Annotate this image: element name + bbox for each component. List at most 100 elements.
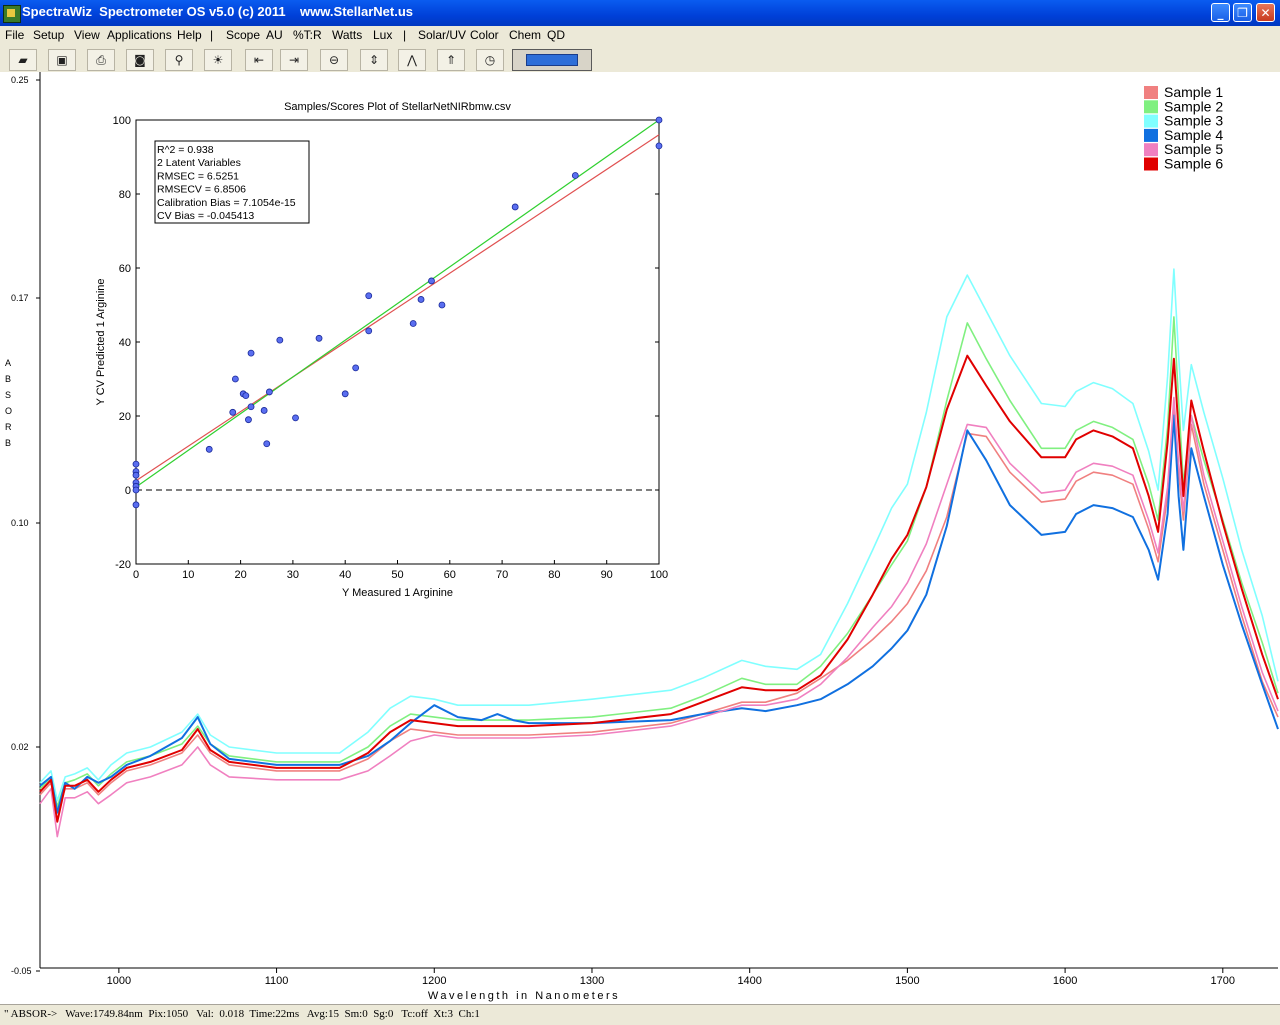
scatter-y-tick-label: 80 [119, 189, 131, 201]
menu-help[interactable]: Help [177, 28, 202, 42]
scatter-x-tick-label: 10 [182, 569, 194, 581]
scatter-x-tick-label: 90 [601, 569, 613, 581]
scatter-point [352, 364, 360, 372]
bulb-button[interactable]: ☀ [204, 49, 232, 71]
legend-swatch [1144, 100, 1158, 114]
menu-color[interactable]: Color [470, 28, 499, 42]
scatter-x-tick-label: 70 [496, 569, 508, 581]
legend-swatch [1144, 157, 1158, 171]
autoscale-button[interactable]: ⇕ [360, 49, 388, 71]
x-tick-label: 1300 [580, 975, 604, 987]
stats-line: CV Bias = -0.045413 [157, 210, 254, 222]
spectrum-line-3 [39, 268, 1279, 802]
y-tick-label: 0.10 [11, 518, 29, 528]
scatter-x-tick-label: 60 [444, 569, 456, 581]
spectrum-line-6 [39, 354, 1279, 823]
scatter-x-tick-label: 20 [234, 569, 246, 581]
scatter-point [231, 375, 239, 383]
menu-chem[interactable]: Chem [509, 28, 542, 42]
menu-bar: File Setup View Applications Help | Scope AU %T:… [0, 26, 1280, 47]
peak-button[interactable]: ⋀ [398, 49, 426, 71]
scatter-point [365, 292, 373, 300]
menu-solar-uv[interactable]: Solar/UV [418, 28, 467, 42]
scatter-point [428, 277, 435, 285]
legend-entry: Sample 3 [1164, 113, 1223, 129]
menu-lux[interactable]: Lux [373, 28, 393, 42]
legend-entry: Sample 1 [1164, 84, 1223, 100]
save-button[interactable]: ▣ [48, 49, 76, 71]
scatter-point [132, 471, 140, 479]
bulb-icon: ☀ [212, 53, 224, 67]
scatter-x-tick-label: 30 [287, 569, 299, 581]
menu--t-r[interactable]: %T:R [293, 28, 322, 42]
spectrum-line-5 [39, 396, 1279, 838]
camera-button[interactable]: ◙ [126, 49, 154, 71]
baseline-button[interactable]: ⇑ [437, 49, 465, 71]
close-button[interactable]: ✕ [1256, 3, 1275, 22]
save-icon: ▣ [56, 53, 68, 67]
menu-scope[interactable]: Scope [226, 28, 261, 42]
right-limit-button[interactable]: ⇥ [280, 49, 308, 71]
menu-separator: | [403, 28, 407, 42]
scatter-point [132, 486, 140, 494]
scatter-y-tick-label: 0 [125, 485, 131, 497]
progress-bar [526, 54, 578, 66]
print-button[interactable]: ⎙ [87, 49, 115, 71]
scatter-point [132, 460, 140, 468]
y-axis-label-letter: S [5, 390, 11, 400]
scatter-point [341, 390, 349, 398]
lamp-button[interactable]: ⚲ [165, 49, 193, 71]
legend-swatch [1144, 114, 1158, 128]
scatter-point [438, 301, 446, 309]
scatter-x-tick-label: 100 [650, 569, 668, 581]
left-limit-button[interactable]: ⇤ [245, 49, 273, 71]
scatter-y-tick-label: -20 [115, 559, 131, 571]
y-tick-label: 0.17 [11, 293, 29, 303]
right-limit-icon: ⇥ [288, 53, 300, 67]
scatter-y-tick-label: 40 [119, 337, 131, 349]
scatter-point [247, 349, 255, 357]
scatter-point [511, 203, 519, 211]
open-file-icon: ▰ [18, 53, 28, 67]
autoscale-icon: ⇕ [368, 53, 380, 67]
x-tick-label: 1100 [265, 975, 289, 987]
legend-swatch [1144, 86, 1158, 99]
scatter-point [242, 392, 250, 400]
scatter-x-axis-label: Y Measured 1 Arginine [342, 587, 453, 599]
stats-line: RMSECV = 6.8506 [157, 184, 246, 196]
scatter-y-tick-label: 100 [113, 115, 131, 127]
scan-progress-indicator[interactable] [512, 49, 592, 71]
scatter-point [365, 327, 373, 335]
y-tick-label: 0.25 [11, 75, 29, 85]
maximize-button[interactable]: ❐ [1233, 3, 1252, 22]
menu-setup[interactable]: Setup [33, 28, 65, 42]
spectrum-line-2 [39, 316, 1279, 808]
menu-watts[interactable]: Watts [332, 28, 363, 42]
clock-button[interactable]: ◷ [476, 49, 504, 71]
scatter-point [276, 336, 284, 344]
open-file-button[interactable]: ▰ [9, 49, 37, 71]
scatter-y-axis-label: Y CV Predicted 1 Arginine [95, 279, 107, 406]
menu-file[interactable]: File [5, 28, 25, 42]
menu-qd[interactable]: QD [547, 28, 565, 42]
spectrum-line-1 [39, 405, 1279, 814]
scatter-point [292, 414, 299, 422]
legend-entry: Sample 6 [1164, 156, 1223, 172]
x-tick-label: 1200 [422, 975, 446, 987]
menu-au[interactable]: AU [266, 28, 283, 42]
window-title: SpectraWiz Spectrometer OS v5.0 (c) 2011… [22, 4, 413, 19]
x-tick-label: 1000 [107, 975, 131, 987]
x-tick-label: 1500 [895, 975, 919, 987]
minimize-button[interactable]: _ [1211, 3, 1230, 22]
menu-view[interactable]: View [74, 28, 100, 42]
legend-entry: Sample 2 [1164, 98, 1223, 114]
zoom-out-button[interactable]: ⊖ [320, 49, 348, 71]
app-icon [3, 5, 21, 23]
scatter-point [132, 501, 140, 509]
menu-applications[interactable]: Applications [107, 28, 172, 42]
spectrum-plot-area[interactable]: 0.25 0.17 0.10 0.02 -0.05 A B S O R B 1000 1100 1200 1… [0, 72, 1280, 1004]
status-bar: " ABSOR-> Wave:1749.84nm Pix:1050 Val: 0… [0, 1004, 1280, 1025]
y-axis-label-letter: A [5, 358, 11, 368]
legend-entry: Sample 5 [1164, 141, 1223, 157]
